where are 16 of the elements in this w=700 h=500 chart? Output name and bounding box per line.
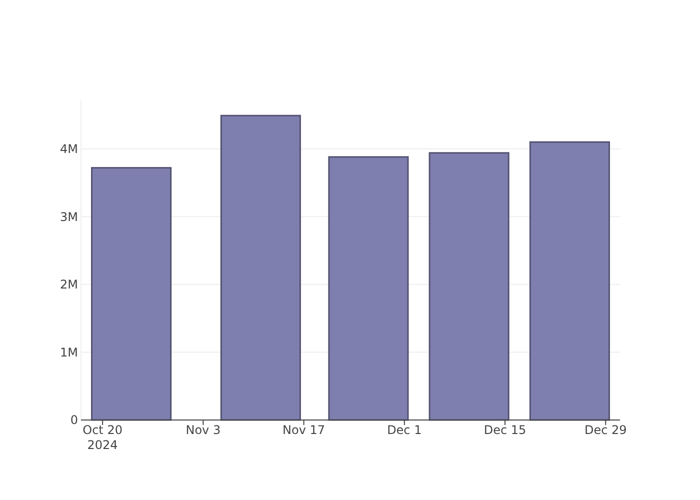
bar xyxy=(428,152,510,421)
bar xyxy=(328,156,409,421)
y-tick-label: 0 xyxy=(70,413,78,428)
x-tick-label: Nov 17 xyxy=(282,423,326,437)
x-tick-label: Nov 3 xyxy=(186,423,221,437)
y-tick-label: 2M xyxy=(60,278,78,292)
y-tick-label: 4M xyxy=(60,142,78,156)
y-tick-label: 1M xyxy=(60,345,78,360)
x-tick-label: Oct 20 2024 xyxy=(82,423,122,452)
bar xyxy=(91,167,172,421)
x-tick-label: Dec 29 xyxy=(584,423,627,437)
x-tick-label: Dec 1 xyxy=(387,423,422,437)
x-tick-label: Dec 15 xyxy=(484,423,526,437)
bar xyxy=(220,114,301,421)
bar xyxy=(529,141,610,421)
y-tick-label: 3M xyxy=(60,210,78,224)
